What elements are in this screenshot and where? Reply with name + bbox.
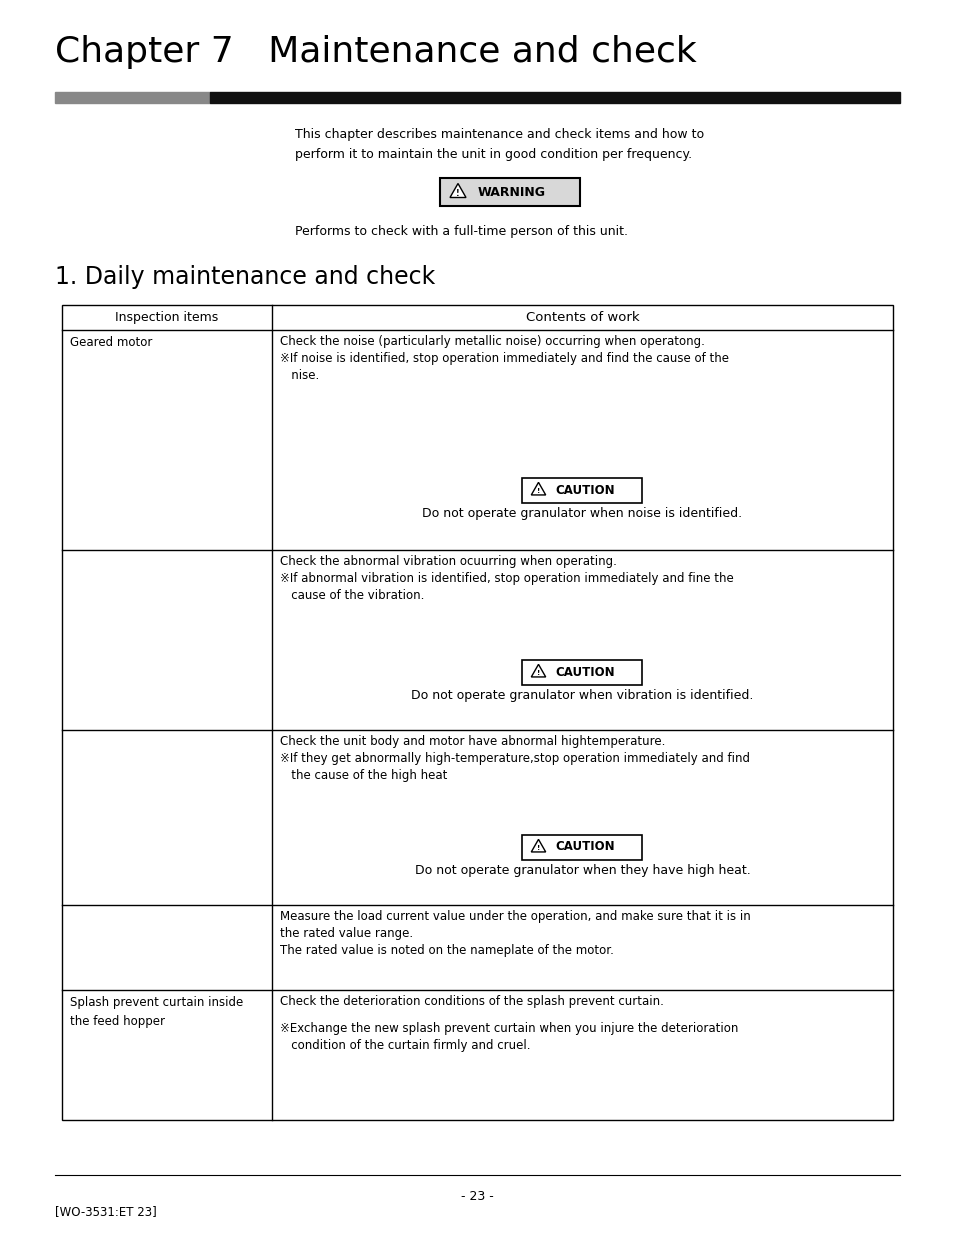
Text: ※If abnormal vibration is identified, stop operation immediately and fine the: ※If abnormal vibration is identified, st…	[280, 572, 733, 585]
Text: Performs to check with a full-time person of this unit.: Performs to check with a full-time perso…	[294, 225, 627, 238]
Text: Measure the load current value under the operation, and make sure that it is in: Measure the load current value under the…	[280, 910, 750, 923]
Text: Check the unit body and motor have abnormal hightemperature.: Check the unit body and motor have abnor…	[280, 735, 664, 748]
Text: The rated value is noted on the nameplate of the motor.: The rated value is noted on the nameplat…	[280, 944, 613, 957]
Text: - 23 -: - 23 -	[460, 1191, 493, 1203]
Bar	[210, 91, 899, 103]
Text: ※If noise is identified, stop operation immediately and find the cause of the: ※If noise is identified, stop operation …	[280, 352, 728, 366]
Bar	[62, 305, 892, 1120]
Text: CAUTION: CAUTION	[555, 841, 615, 853]
Polygon shape	[531, 483, 545, 495]
Text: !: !	[537, 488, 539, 494]
Text: !: !	[537, 845, 539, 851]
Text: CAUTION: CAUTION	[555, 483, 615, 496]
Bar	[522, 478, 641, 503]
Polygon shape	[531, 664, 545, 677]
Text: ※Exchange the new splash prevent curtain when you injure the deterioration: ※Exchange the new splash prevent curtain…	[280, 1023, 738, 1035]
Text: [WO-3531:ET 23]: [WO-3531:ET 23]	[55, 1205, 156, 1218]
Bar	[522, 835, 641, 860]
Polygon shape	[450, 184, 465, 198]
Text: Do not operate granulator when they have high heat.: Do not operate granulator when they have…	[415, 864, 750, 877]
Text: nise.: nise.	[280, 369, 319, 382]
Text: WARNING: WARNING	[477, 185, 545, 199]
Text: Check the noise (particularly metallic noise) occurring when operatong.: Check the noise (particularly metallic n…	[280, 335, 704, 348]
Text: Check the abnormal vibration ocuurring when operating.: Check the abnormal vibration ocuurring w…	[280, 555, 617, 568]
Text: cause of the vibration.: cause of the vibration.	[280, 589, 424, 601]
Text: Do not operate granulator when noise is identified.: Do not operate granulator when noise is …	[422, 508, 741, 520]
Text: !: !	[456, 189, 459, 198]
Bar	[439, 178, 579, 206]
Bar	[522, 659, 641, 684]
Text: !: !	[537, 671, 539, 676]
Text: the rated value range.: the rated value range.	[280, 927, 413, 940]
Text: This chapter describes maintenance and check items and how to: This chapter describes maintenance and c…	[294, 128, 703, 141]
Text: Check the deterioration conditions of the splash prevent curtain.: Check the deterioration conditions of th…	[280, 995, 663, 1008]
Text: the cause of the high heat: the cause of the high heat	[280, 769, 447, 782]
Text: Geared motor: Geared motor	[70, 336, 152, 350]
Text: Contents of work: Contents of work	[525, 311, 639, 324]
Text: 1. Daily maintenance and check: 1. Daily maintenance and check	[55, 266, 435, 289]
Text: Chapter 7   Maintenance and check: Chapter 7 Maintenance and check	[55, 35, 696, 69]
Text: CAUTION: CAUTION	[555, 666, 615, 678]
Bar	[55, 91, 210, 103]
Polygon shape	[531, 840, 545, 852]
Text: Do not operate granulator when vibration is identified.: Do not operate granulator when vibration…	[411, 689, 753, 701]
Text: perform it to maintain the unit in good condition per frequency.: perform it to maintain the unit in good …	[294, 148, 691, 161]
Text: Inspection items: Inspection items	[115, 311, 218, 324]
Text: Splash prevent curtain inside
the feed hopper: Splash prevent curtain inside the feed h…	[70, 995, 243, 1028]
Text: condition of the curtain firmly and cruel.: condition of the curtain firmly and crue…	[280, 1039, 530, 1052]
Text: ※If they get abnormally high-temperature,stop operation immediately and find: ※If they get abnormally high-temperature…	[280, 752, 749, 764]
